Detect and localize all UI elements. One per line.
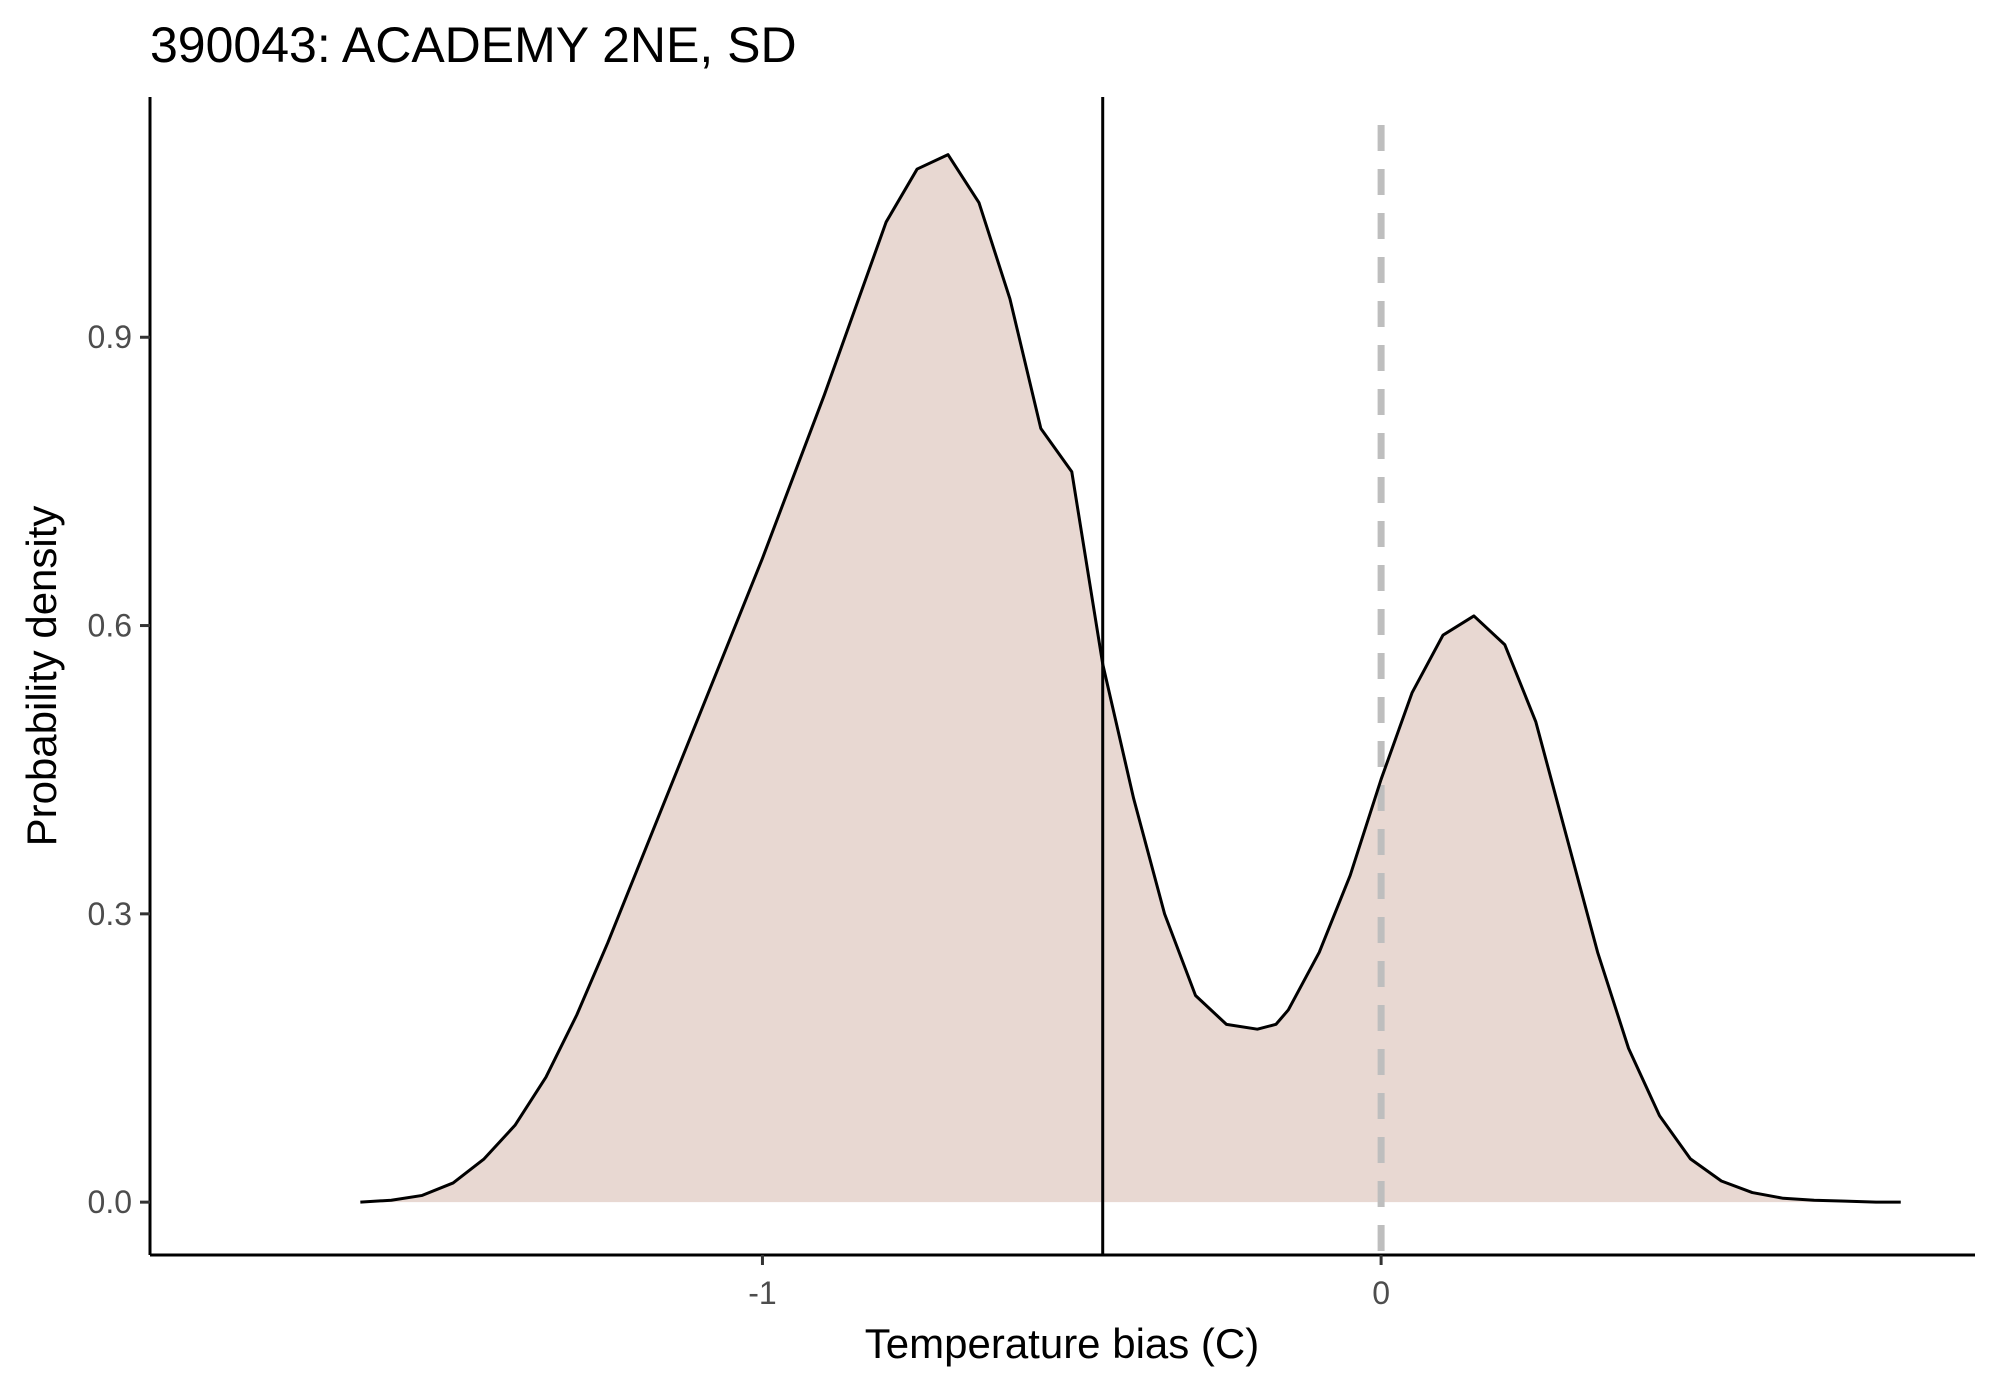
x-axis-title: Temperature bias (C): [865, 1320, 1259, 1367]
x-axis-ticks: -1 0: [748, 1255, 1390, 1311]
y-axis-ticks: 0.0 0.3 0.6 0.9: [88, 319, 150, 1220]
chart-title: 390043: ACADEMY 2NE, SD: [150, 17, 797, 73]
y-tick-label: 0.0: [88, 1184, 132, 1220]
y-axis-title: Probability density: [18, 506, 65, 847]
plot-area: [360, 97, 1901, 1255]
y-tick-label: 0.9: [88, 319, 132, 355]
y-tick-label: 0.6: [88, 608, 132, 644]
density-area: [360, 154, 1901, 1203]
y-tick-label: 0.3: [88, 896, 132, 932]
density-line: [360, 153, 1901, 1204]
x-tick-label: -1: [748, 1275, 776, 1311]
x-tick-label: 0: [1372, 1275, 1390, 1311]
